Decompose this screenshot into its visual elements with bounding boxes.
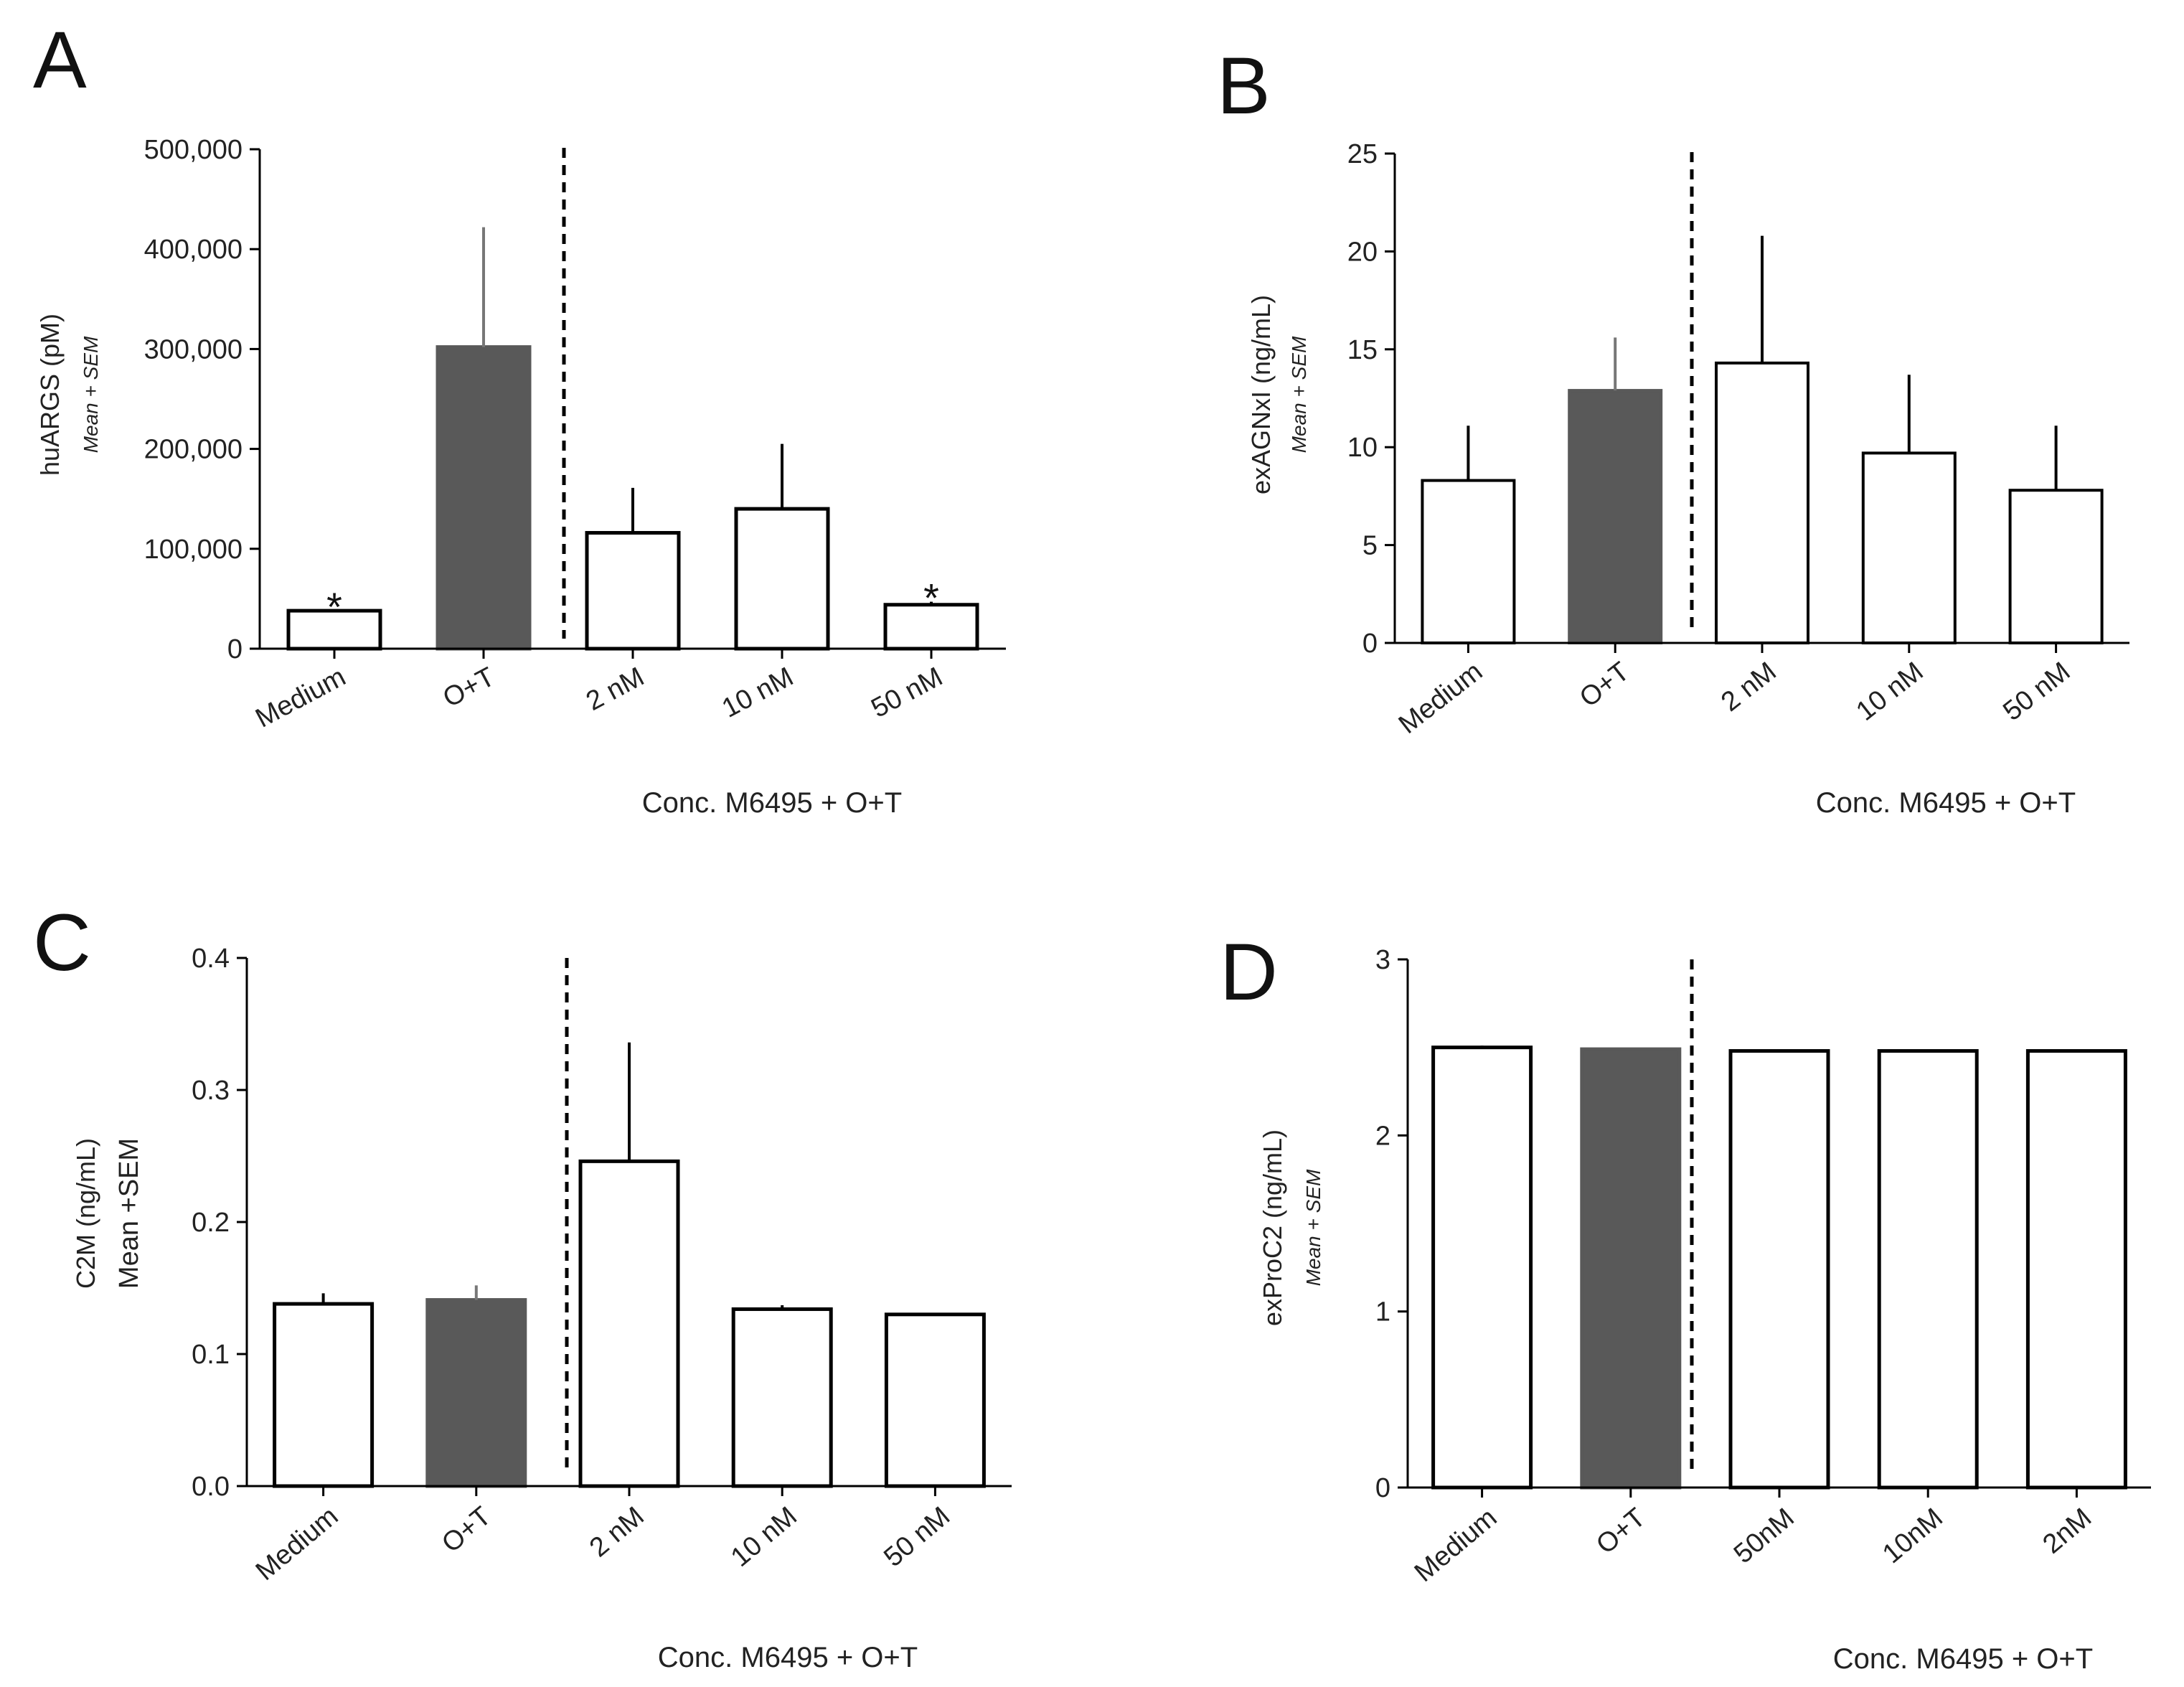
panel-d: D exProC2 (ng/mL) Mean + SEM Conc. M6495…	[1092, 843, 2184, 1686]
bar-2	[585, 531, 681, 651]
significance-marker-0: *	[326, 584, 342, 629]
y-tick-label: 25	[1347, 139, 1378, 169]
panel-b: B exAGNxI (ng/mL) Mean + SEM Conc. M6495…	[1092, 0, 2184, 843]
x-tick-label-4: 2nM	[2038, 1503, 2098, 1560]
x-tick-label-3: 10 nM	[1851, 657, 1929, 727]
panel-d-chart: D exProC2 (ng/mL) Mean + SEM Conc. M6495…	[1220, 927, 2151, 1675]
y-tick-label: 100,000	[144, 535, 243, 565]
bar-1	[436, 345, 532, 651]
x-tick-label-0: Medium	[1393, 657, 1488, 740]
y-axis-subtitle: Mean + SEM	[1302, 1169, 1324, 1286]
x-tick-label-1: O+T	[436, 1501, 496, 1559]
bar-2	[1715, 361, 1809, 644]
x-tick-label-4: 50 nM	[1997, 657, 2076, 727]
y-axis-title: exProC2 (ng/mL)	[1258, 1129, 1287, 1326]
x-axis-title: Conc. M6495 + O+T	[1816, 787, 2076, 819]
x-tick-label-1: O+T	[438, 662, 500, 713]
y-tick-label: 0.0	[192, 1472, 230, 1502]
panel-a-chart: A huARGS (pM) Mean + SEM Conc. M6495 + O…	[33, 15, 1006, 819]
y-tick-label: 0	[1362, 629, 1378, 659]
x-tick-label-0: Medium	[250, 1501, 344, 1587]
x-tick-label-1: O+T	[1591, 1503, 1651, 1560]
y-tick-label: 0.4	[192, 944, 230, 974]
panel-letter-c: C	[33, 898, 91, 987]
y-tick-label: 0	[1375, 1473, 1390, 1503]
y-axis-title: exAGNxI (ng/mL)	[1246, 295, 1276, 494]
x-tick-label-4: 50 nM	[878, 1501, 956, 1573]
bar-4	[884, 1312, 986, 1488]
x-tick-label-2: 50nM	[1728, 1503, 1800, 1569]
x-tick-label-2: 2 nM	[581, 662, 649, 717]
y-axis-subtitle: Mean + SEM	[80, 336, 102, 453]
panel-c-chart: C C2M (ng/mL) Mean +SEM Conc. M6495 + O+…	[33, 898, 1012, 1673]
bar-1	[1580, 1047, 1682, 1490]
y-axis-subtitle: Mean + SEM	[1288, 336, 1310, 453]
y-axis-title: huARGS (pM)	[35, 314, 65, 476]
bar-4	[883, 603, 979, 651]
y-tick-label: 15	[1347, 335, 1378, 365]
y-tick-label: 20	[1347, 237, 1378, 267]
x-tick-label-2: 2 nM	[1715, 657, 1781, 718]
panel-letter-b: B	[1217, 41, 1271, 131]
bar-1	[425, 1298, 527, 1488]
y-tick-label: 2	[1375, 1121, 1390, 1151]
y-tick-label: 400,000	[144, 235, 243, 265]
y-tick-label: 0.2	[192, 1208, 230, 1238]
x-tick-label-4: 50 nM	[867, 662, 948, 724]
x-tick-label-0: Medium	[1409, 1503, 1503, 1588]
y-tick-label: 5	[1362, 531, 1378, 561]
y-axis-subtitle: Mean +SEM	[114, 1138, 144, 1289]
x-tick-label-2: 2 nM	[584, 1501, 650, 1563]
bar-4	[2025, 1049, 2127, 1490]
x-tick-label-3: 10 nM	[725, 1501, 803, 1573]
y-tick-label: 200,000	[144, 435, 243, 465]
y-tick-label: 0.3	[192, 1076, 230, 1106]
panel-b-chart: B exAGNxI (ng/mL) Mean + SEM Conc. M6495…	[1217, 41, 2129, 819]
bar-1	[1568, 389, 1663, 644]
bar-3	[1877, 1049, 1979, 1490]
y-tick-label: 500,000	[144, 135, 243, 165]
panel-c: C C2M (ng/mL) Mean +SEM Conc. M6495 + O+…	[0, 843, 1092, 1686]
x-axis-title: Conc. M6495 + O+T	[1833, 1643, 2093, 1675]
y-tick-label: 300,000	[144, 334, 243, 365]
bar-3	[731, 1307, 833, 1488]
x-tick-label-0: Medium	[251, 662, 351, 734]
bar-0	[273, 1302, 375, 1488]
bar-3	[1861, 451, 1957, 644]
y-tick-label: 10	[1347, 433, 1378, 463]
y-tick-label: 1	[1375, 1297, 1390, 1327]
y-axis-title: C2M (ng/mL)	[71, 1138, 100, 1289]
x-tick-label-3: 10 nM	[717, 662, 799, 724]
panel-a: A huARGS (pM) Mean + SEM Conc. M6495 + O…	[0, 0, 1092, 843]
panel-letter-a: A	[33, 15, 87, 105]
bar-3	[734, 507, 830, 651]
x-tick-label-3: 10nM	[1877, 1503, 1949, 1569]
bar-0	[1431, 1045, 1533, 1490]
bar-2	[578, 1159, 680, 1488]
significance-marker-4: *	[923, 575, 939, 621]
bar-2	[1728, 1049, 1830, 1490]
x-axis-title: Conc. M6495 + O+T	[658, 1642, 918, 1673]
bar-0	[1421, 479, 1516, 644]
panel-letter-d: D	[1220, 927, 1278, 1017]
y-tick-label: 3	[1375, 945, 1390, 975]
y-tick-label: 0	[227, 634, 243, 664]
x-axis-title: Conc. M6495 + O+T	[642, 787, 902, 819]
y-tick-label: 0.1	[192, 1340, 230, 1370]
x-tick-label-1: O+T	[1574, 657, 1635, 713]
bar-4	[2008, 489, 2104, 644]
